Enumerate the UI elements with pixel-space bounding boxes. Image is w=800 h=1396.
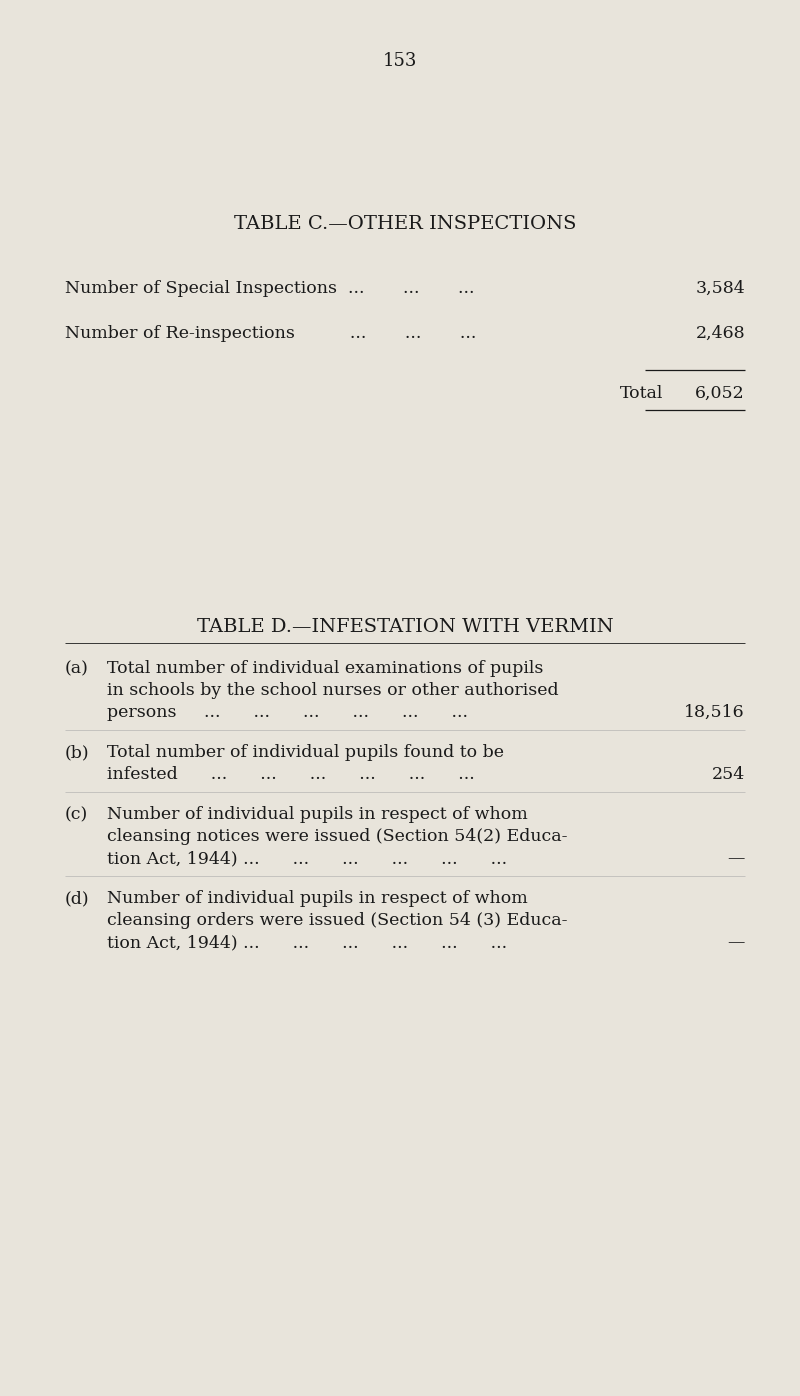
Text: (c): (c) bbox=[65, 805, 88, 824]
Text: Number of Re-inspections          ...       ...       ...: Number of Re-inspections ... ... ... bbox=[65, 325, 476, 342]
Text: Number of individual pupils in respect of whom: Number of individual pupils in respect o… bbox=[107, 805, 528, 824]
Text: 3,584: 3,584 bbox=[695, 281, 745, 297]
Text: (d): (d) bbox=[65, 891, 90, 907]
Text: Total: Total bbox=[620, 385, 663, 402]
Text: (b): (b) bbox=[65, 744, 90, 761]
Text: Total number of individual pupils found to be: Total number of individual pupils found … bbox=[107, 744, 504, 761]
Text: Number of Special Inspections  ...       ...       ...: Number of Special Inspections ... ... ..… bbox=[65, 281, 474, 297]
Text: 153: 153 bbox=[383, 52, 417, 70]
Text: 2,468: 2,468 bbox=[695, 325, 745, 342]
Text: infested      ...      ...      ...      ...      ...      ...: infested ... ... ... ... ... ... bbox=[107, 766, 474, 783]
Text: (a): (a) bbox=[65, 660, 89, 677]
Text: tion Act, 1944) ...      ...      ...      ...      ...      ...: tion Act, 1944) ... ... ... ... ... ... bbox=[107, 934, 507, 951]
Text: Total number of individual examinations of pupils: Total number of individual examinations … bbox=[107, 660, 543, 677]
Text: 254: 254 bbox=[712, 766, 745, 783]
Text: persons     ...      ...      ...      ...      ...      ...: persons ... ... ... ... ... ... bbox=[107, 704, 468, 720]
Text: 18,516: 18,516 bbox=[684, 704, 745, 720]
Text: tion Act, 1944) ...      ...      ...      ...      ...      ...: tion Act, 1944) ... ... ... ... ... ... bbox=[107, 850, 507, 867]
Text: TABLE C.—OTHER INSPECTIONS: TABLE C.—OTHER INSPECTIONS bbox=[234, 215, 576, 233]
Text: —: — bbox=[728, 850, 745, 867]
Text: TABLE D.—INFESTATION WITH VERMIN: TABLE D.—INFESTATION WITH VERMIN bbox=[197, 618, 614, 637]
Text: —: — bbox=[728, 934, 745, 951]
Text: Number of individual pupils in respect of whom: Number of individual pupils in respect o… bbox=[107, 891, 528, 907]
Text: in schools by the school nurses or other authorised: in schools by the school nurses or other… bbox=[107, 683, 558, 699]
Text: cleansing orders were issued (Section 54 (3) Educa-: cleansing orders were issued (Section 54… bbox=[107, 912, 567, 928]
Text: cleansing notices were issued (Section 54(2) Educa-: cleansing notices were issued (Section 5… bbox=[107, 828, 567, 845]
Text: 6,052: 6,052 bbox=[695, 385, 745, 402]
